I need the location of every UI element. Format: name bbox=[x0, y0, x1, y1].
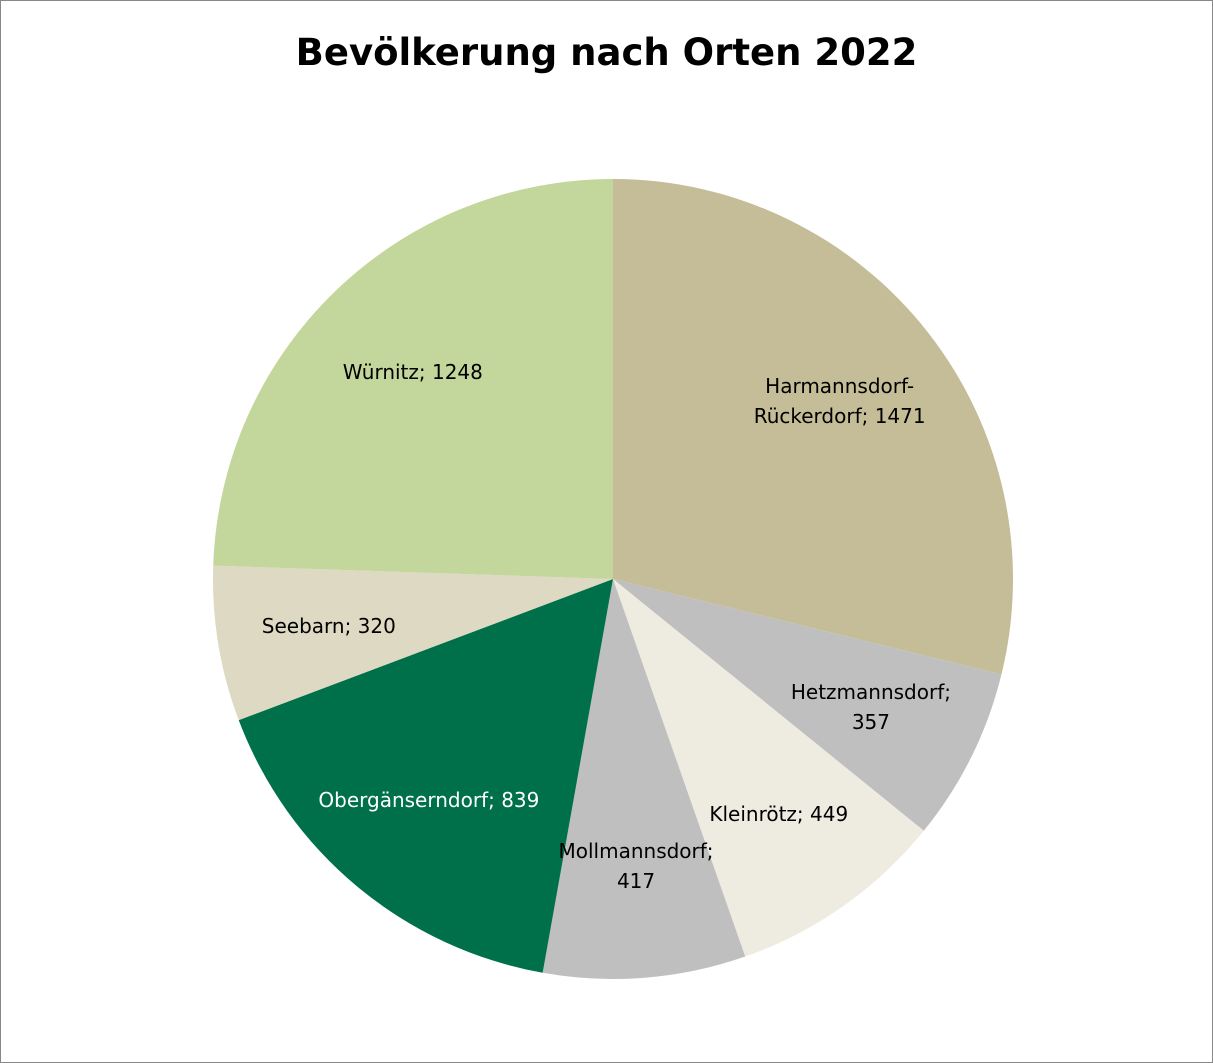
pie-slice bbox=[213, 179, 613, 579]
data-label: Hetzmannsdorf; 357 bbox=[790, 680, 951, 735]
pie-slice bbox=[238, 579, 613, 973]
data-label: Obergänserndorf; 839 bbox=[318, 788, 540, 813]
data-label: Kleinrötz; 449 bbox=[709, 802, 849, 827]
pie-slice bbox=[613, 579, 1002, 831]
pie-slice bbox=[613, 579, 924, 957]
chart-title: Bevölkerung nach Orten 2022 bbox=[295, 31, 918, 74]
data-label: Harmannsdorf-Rückerdorf; 1471 bbox=[753, 374, 926, 429]
pie-slice bbox=[213, 565, 613, 721]
data-label: Mollmanns­dorf; 417 bbox=[558, 839, 714, 894]
data-label: Seebarn; 320 bbox=[261, 613, 396, 638]
pie-slice bbox=[613, 179, 1014, 675]
pie-slice bbox=[542, 579, 746, 979]
data-label: Würnitz; 1248 bbox=[342, 359, 483, 384]
